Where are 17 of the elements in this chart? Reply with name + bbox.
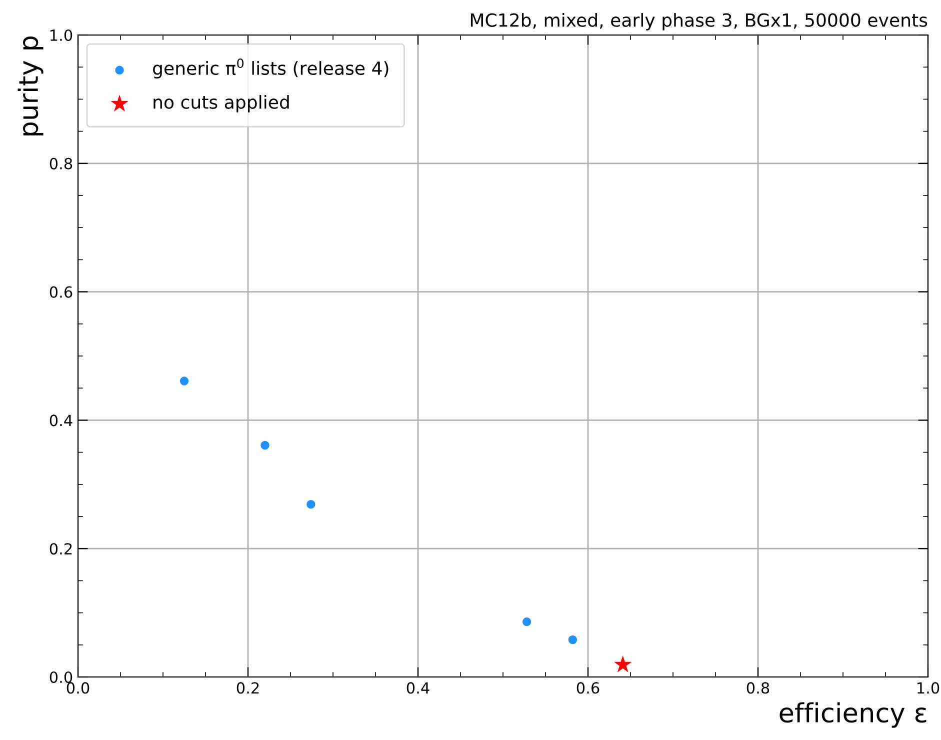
x-tick-label: 0.6 bbox=[576, 682, 600, 694]
y-tick-label: 0.2 bbox=[50, 543, 72, 555]
legend-label: no cuts applied bbox=[154, 94, 289, 112]
chart-title: MC12b, mixed, early phase 3, BGx1, 50000 events bbox=[470, 12, 928, 30]
x-tick-label: 0.2 bbox=[236, 682, 259, 694]
legend-label: generic π$^{0}$ lists (release 4) bbox=[153, 58, 388, 79]
y-axis-title: purity p bbox=[18, 36, 44, 136]
y-tick-label: 0.6 bbox=[50, 286, 72, 298]
y-tick-label: 1.0 bbox=[50, 29, 72, 42]
x-tick-label: 0.0 bbox=[66, 682, 90, 694]
x-tick-label: 1.0 bbox=[918, 682, 940, 694]
y-tick-label: 0.8 bbox=[50, 158, 72, 170]
y-tick-label: 0.0 bbox=[50, 671, 72, 684]
y-tick-label: 0.4 bbox=[50, 414, 72, 426]
x-axis-title: efficiency ε bbox=[780, 702, 926, 728]
x-tick-label: 0.8 bbox=[746, 682, 770, 694]
x-tick-label: 0.4 bbox=[406, 682, 430, 694]
